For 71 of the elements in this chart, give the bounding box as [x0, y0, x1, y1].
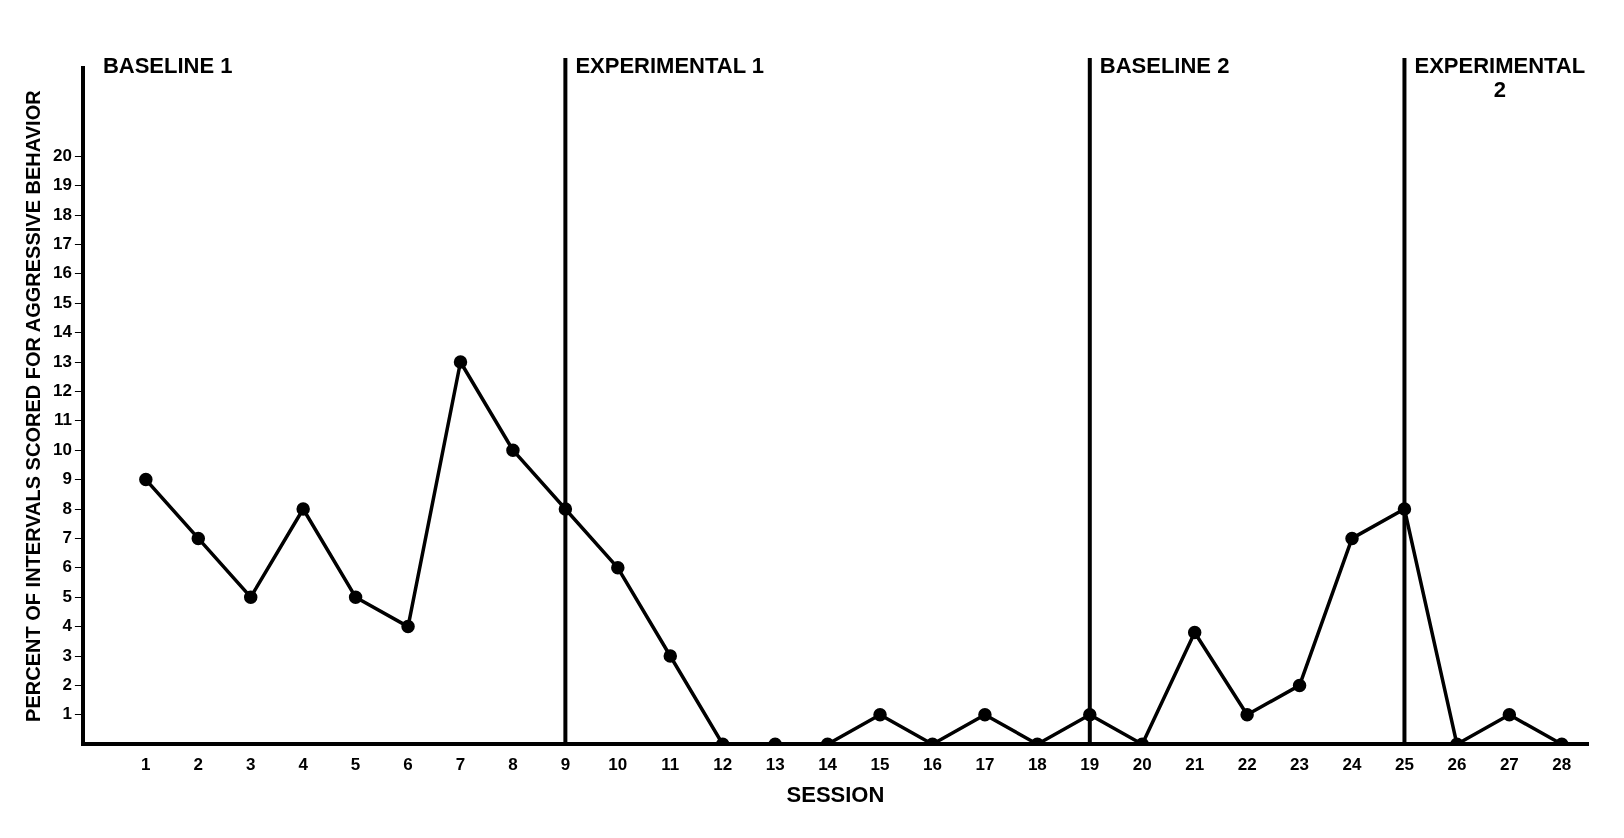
x-tick-label: 22 — [1237, 755, 1257, 775]
y-tick-label: 16 — [52, 263, 72, 283]
point — [1240, 708, 1254, 722]
x-tick-label: 5 — [350, 755, 361, 775]
ref-line-label: BASELINE 2 — [1099, 53, 1230, 79]
x-tick-label: 28 — [1552, 755, 1572, 775]
x-tick-label: 20 — [1132, 755, 1152, 775]
point — [1502, 708, 1517, 722]
x-tick-label: 21 — [1185, 755, 1205, 775]
point — [191, 531, 206, 546]
x-tick-label: 19 — [1080, 755, 1100, 775]
x-tick-label: 7 — [455, 755, 466, 775]
point — [453, 355, 468, 369]
x-tick-label: 12 — [713, 755, 733, 775]
ref-line-label: EXPERIMENTAL 1 — [575, 53, 765, 79]
annotation: BASELINE 1 — [102, 53, 233, 79]
y-tick-label: 18 — [52, 204, 72, 224]
y-tick-label: 1 — [62, 704, 72, 724]
y-tick-label: 15 — [52, 292, 72, 312]
x-tick-label: 2 — [193, 755, 204, 775]
point — [401, 619, 415, 634]
y-tick-label: 17 — [52, 234, 72, 254]
x-tick-label: 16 — [923, 755, 942, 775]
point — [296, 502, 310, 516]
ref-line-label: EXPERIMENTAL 2 — [1414, 53, 1586, 103]
point — [873, 708, 887, 722]
x-tick-label: 3 — [245, 755, 256, 775]
point — [1345, 531, 1359, 546]
x-tick-label: 8 — [508, 755, 518, 775]
point — [611, 561, 625, 575]
x-tick-label: 4 — [298, 755, 309, 775]
x-tick-label: 1 — [141, 755, 151, 775]
x-tick-label: 9 — [560, 755, 571, 775]
y-axis-title: PERCENT OF INTERVALS SCORED FOR AGGRESSIVE BEHAVIOR — [21, 89, 44, 722]
x-tick-label: 25 — [1394, 755, 1414, 775]
x-tick-label: 27 — [1499, 755, 1519, 775]
x-tick-label: 18 — [1027, 755, 1047, 775]
y-tick-label: 19 — [52, 175, 72, 195]
point — [1292, 678, 1307, 693]
y-tick-label: 13 — [52, 351, 72, 371]
point — [139, 472, 153, 487]
y-tick-label: 7 — [62, 528, 72, 548]
y-tick-label: 12 — [52, 381, 72, 401]
x-tick-label: 26 — [1447, 755, 1467, 775]
point — [506, 443, 520, 457]
point — [663, 649, 678, 663]
x-tick-label: 17 — [975, 755, 995, 775]
x-tick-label: 15 — [870, 755, 890, 775]
point — [1187, 625, 1202, 640]
y-tick-label: 6 — [62, 557, 72, 577]
x-axis-title: SESSION — [786, 781, 885, 807]
y-tick-label: 11 — [53, 410, 72, 430]
y-tick-label: 20 — [52, 145, 72, 165]
point — [243, 590, 258, 604]
x-tick-label: 11 — [661, 755, 680, 775]
x-tick-label: 23 — [1290, 755, 1310, 775]
x-tick-label: 14 — [818, 755, 838, 775]
x-tick-label: 24 — [1342, 755, 1362, 775]
y-tick-label: 4 — [62, 616, 73, 636]
x-tick-label: 6 — [403, 755, 413, 775]
y-tick-label: 14 — [52, 322, 73, 342]
y-tick-label: 8 — [62, 498, 72, 518]
y-tick-label: 2 — [62, 675, 72, 695]
x-tick-label: 10 — [608, 755, 628, 775]
y-tick-label: 5 — [62, 586, 72, 606]
y-tick-label: 10 — [52, 439, 72, 459]
point — [348, 590, 363, 604]
point — [978, 708, 992, 722]
x-tick-label: 13 — [765, 755, 785, 775]
y-tick-label: 9 — [62, 469, 72, 489]
y-tick-label: 3 — [62, 645, 72, 665]
